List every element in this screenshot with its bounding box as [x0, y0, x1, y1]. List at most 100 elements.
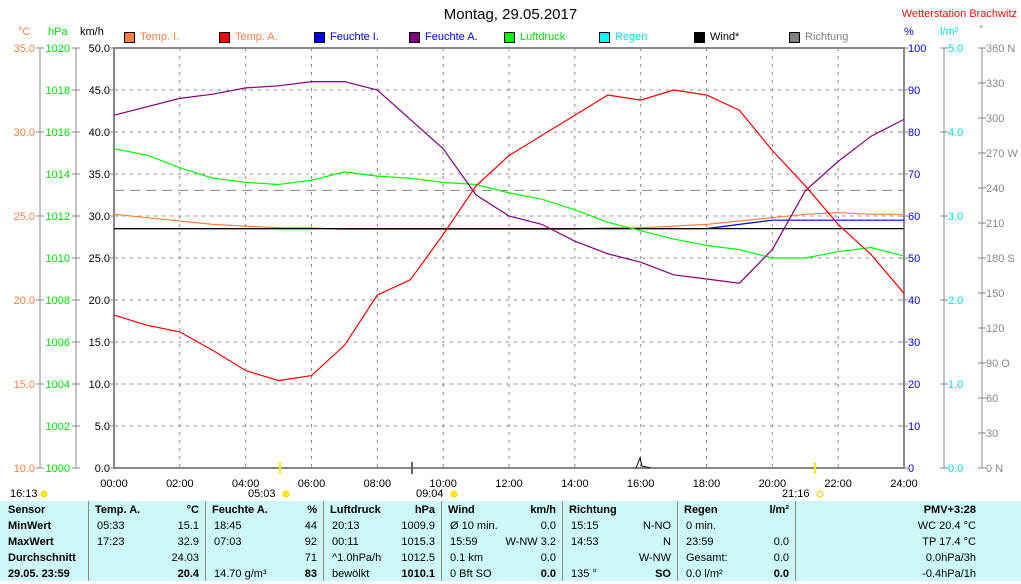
rain-value: 0.0	[773, 536, 789, 548]
hum-value: 92	[304, 536, 317, 548]
astro-sunset-time: 21:16	[782, 488, 810, 500]
astro-sunrise-time: 05:03	[248, 488, 276, 500]
dir-value: N-NO	[642, 520, 671, 532]
dir-tick: 30	[986, 428, 998, 440]
hum-value: 83	[304, 568, 317, 580]
legend-swatch	[789, 31, 800, 43]
temp-unit: °C	[18, 26, 31, 38]
press-time: ^1.0hPa/h	[332, 552, 382, 564]
rain-tick: 3.0	[948, 211, 963, 223]
chart-title: Montag, 29.05.2017	[443, 6, 578, 23]
wind-unit: km/h	[530, 504, 556, 516]
extra-value: PMV+3:28	[923, 504, 976, 516]
hum-unit: %	[904, 26, 914, 38]
extra-value: -0.4hPa/1h	[922, 568, 976, 580]
hum-tick: 20	[908, 379, 920, 391]
legend-item: Temp. A.	[219, 31, 278, 43]
wind-tick: 0.0	[95, 463, 110, 475]
x-tick: 02:00	[166, 478, 194, 490]
moonset-icon	[450, 490, 458, 498]
legend-label: Regen	[615, 31, 648, 43]
legend-item: Regen	[599, 31, 647, 43]
temp-tick: 10.0	[14, 463, 35, 475]
press-tick: 1012	[46, 211, 70, 223]
dir-value: W-NW	[638, 552, 671, 564]
hum-tick: 40	[908, 295, 920, 307]
sensor-label: Sensor	[8, 504, 46, 516]
hum-unit: %	[307, 504, 317, 516]
rain-value: 0.0	[773, 552, 789, 564]
temp-time: 17:23	[97, 536, 125, 548]
hum-time: 07:03	[214, 536, 242, 548]
wind-spike	[635, 456, 651, 469]
press-tick: 1018	[46, 85, 70, 97]
wind-tick: 25.0	[89, 253, 110, 265]
hum-tick: 100	[908, 43, 926, 55]
hum-tick: 70	[908, 169, 920, 181]
wind-time: 0 Bft SO	[450, 568, 492, 580]
press-tick: 1016	[46, 127, 70, 139]
dir-tick: 300	[986, 113, 1004, 125]
moon-icon	[40, 490, 48, 498]
wind-value: 0.0	[540, 568, 556, 580]
sunrise-icon	[282, 490, 290, 498]
series-temp-a-	[113, 89, 905, 382]
series-temp-i-	[113, 211, 904, 230]
dir-tick: 360 N	[986, 43, 1015, 55]
press-unit: hPa	[48, 26, 68, 38]
legend-label: Feuchte A.	[425, 31, 478, 43]
dir-tick: 210	[986, 218, 1004, 230]
dir-value: SO	[655, 568, 671, 580]
wind-tick: 10.0	[89, 379, 110, 391]
hum-tick: 30	[908, 337, 920, 349]
legend-item: Feuchte A.	[409, 31, 478, 43]
wind-time: 0.1 km	[450, 552, 484, 564]
legend-item: Temp. I.	[124, 31, 179, 43]
legend-item: Wind*	[694, 31, 739, 43]
rain-tick: 4.0	[948, 127, 963, 139]
hum-header: Feuchte A.	[212, 504, 268, 516]
x-tick: 06:00	[298, 478, 326, 490]
dir-tick: 150	[986, 288, 1004, 300]
dir-tick: 180 S	[986, 253, 1015, 265]
wind-tick: 15.0	[89, 337, 110, 349]
sensor-label: MaxWert	[8, 536, 54, 548]
press-tick: 1004	[46, 379, 70, 391]
wind-time: 15:59	[450, 536, 478, 548]
x-tick: 18:00	[693, 478, 721, 490]
rain-value: 0.0	[773, 568, 789, 580]
dir-time: 135 °	[571, 568, 597, 580]
press-unit: hPa	[414, 504, 435, 516]
press-value: 1012.5	[401, 552, 435, 564]
wind-header: Wind	[448, 504, 475, 516]
x-tick: 08:00	[364, 478, 392, 490]
legend-swatch	[219, 31, 230, 43]
sensor-label: MinWert	[8, 520, 52, 532]
temp-value: 15.1	[177, 520, 199, 532]
x-tick: 16:00	[627, 478, 655, 490]
rain-tick: 5.0	[948, 43, 963, 55]
rain-time: Gesamt:	[686, 552, 728, 564]
x-tick: 12:00	[495, 478, 523, 490]
wind-tick: 45.0	[89, 85, 110, 97]
press-time: bewölkt	[332, 568, 370, 580]
legend-item: Richtung	[789, 31, 848, 43]
wind-tick: 30.0	[89, 211, 110, 223]
wind-tick: 20.0	[89, 295, 110, 307]
hum-tick: 90	[908, 85, 920, 97]
dir-tick: 330	[986, 78, 1004, 90]
hum-tick: 80	[908, 127, 920, 139]
x-tick: 20:00	[759, 478, 787, 490]
chart: 35.030.025.020.015.010.01020101810161014…	[10, 43, 1018, 500]
legend-label: Wind*	[710, 31, 740, 43]
rain-time: 0 min.	[686, 520, 716, 532]
temp-unit: °C	[186, 504, 199, 516]
x-tick: 10:00	[429, 478, 457, 490]
temp-tick: 35.0	[14, 43, 35, 55]
sensor-label: Durchschnitt	[8, 552, 76, 564]
legend-swatch	[409, 31, 420, 43]
temp-tick: 20.0	[14, 295, 35, 307]
temp-tick: 15.0	[14, 379, 35, 391]
x-tick: 14:00	[561, 478, 589, 490]
hum-tick: 10	[908, 421, 920, 433]
